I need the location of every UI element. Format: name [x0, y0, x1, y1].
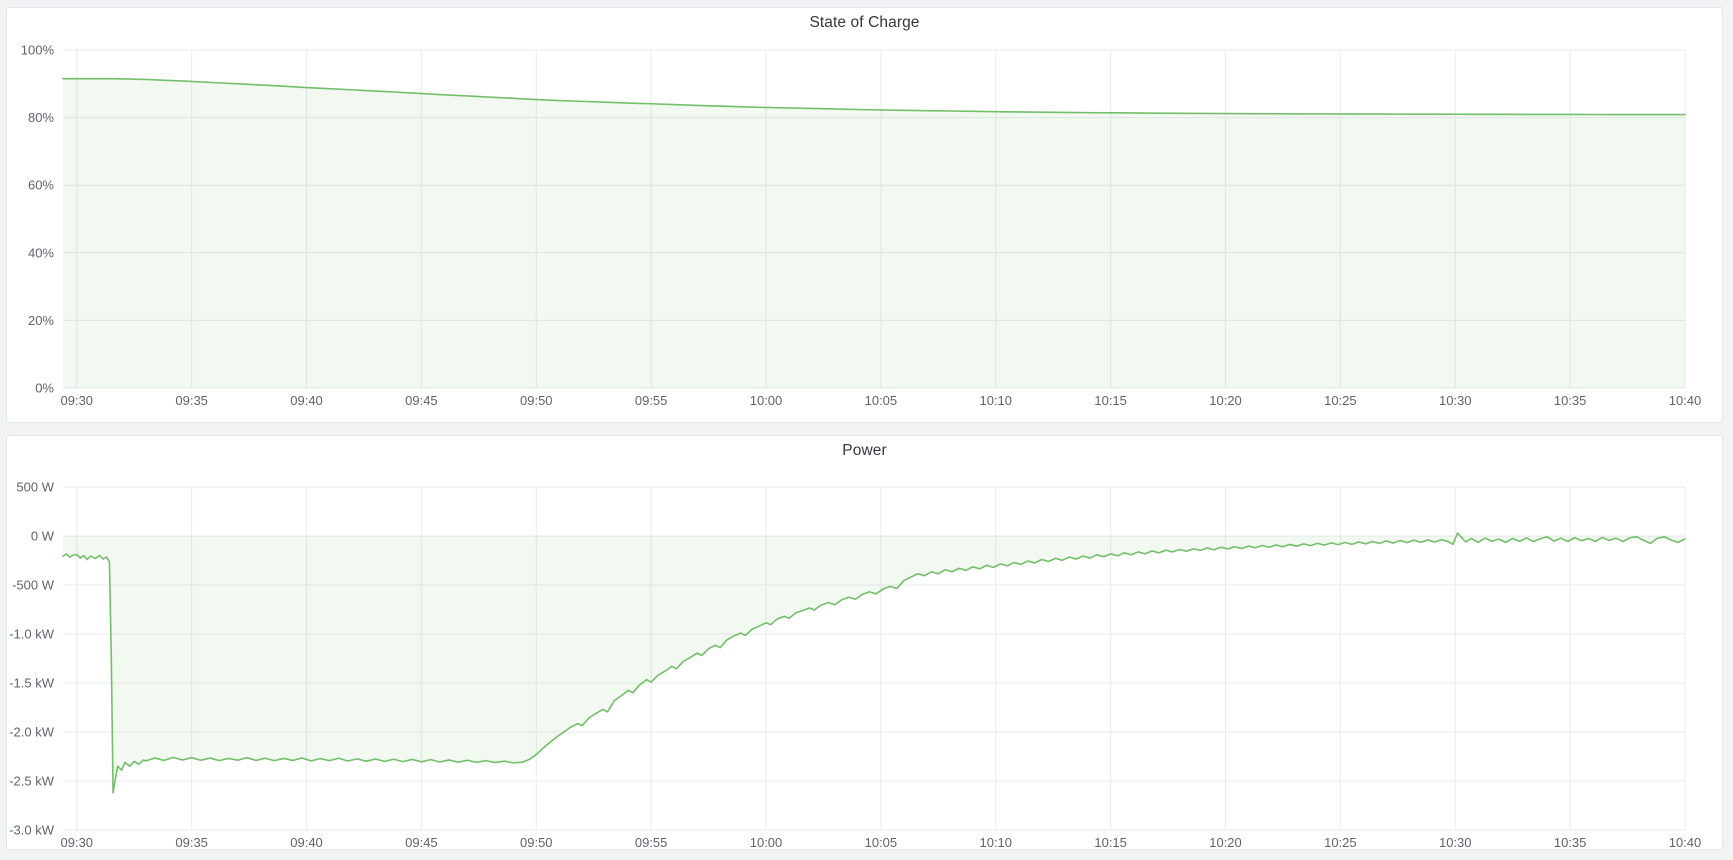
x-axis-tick-label: 10:20 [1209, 393, 1242, 408]
y-axis-tick-label: 40% [28, 245, 54, 260]
x-axis-tick-label: 10:25 [1324, 393, 1357, 408]
x-axis-tick-label: 09:50 [520, 393, 553, 408]
x-axis-tick-label: 09:40 [290, 835, 323, 849]
y-axis-tick-label: -2.0 kW [9, 725, 55, 740]
series-area-fill [63, 533, 1685, 793]
panel-state-of-charge: State of Charge 0% 20% 40% 60% 80% 100% 09:30 0… [6, 7, 1723, 423]
x-axis-tick-label: 09:50 [520, 835, 553, 849]
x-axis-tick-label: 10:05 [865, 835, 898, 849]
y-axis-tick-label: -500 W [12, 578, 55, 593]
x-axis-tick-label: 10:35 [1554, 835, 1587, 849]
y-axis-tick-label: -3.0 kW [9, 823, 55, 838]
x-axis-tick-label: 10:15 [1094, 835, 1127, 849]
x-axis-tick-label: 09:35 [175, 393, 208, 408]
y-axis-tick-label: 80% [28, 110, 54, 125]
x-axis-tick-label: 10:20 [1209, 835, 1242, 849]
panel-power: Power 500 W 0 W -500 W -1.0 kW -1.5 kW -2.0 k… [6, 435, 1723, 850]
x-axis-tick-label: 10:40 [1669, 393, 1702, 408]
x-axis-tick-label: 09:30 [61, 835, 94, 849]
x-axis-tick-label: 10:15 [1094, 393, 1127, 408]
x-axis-tick-label: 09:55 [635, 835, 668, 849]
x-axis-tick-label: 10:00 [750, 835, 783, 849]
x-axis-tick-label: 09:45 [405, 393, 438, 408]
y-axis-tick-label: 100% [21, 43, 55, 58]
y-axis-tick-label: 60% [28, 178, 54, 193]
x-axis-tick-label: 10:30 [1439, 835, 1472, 849]
series-area-fill [63, 78, 1685, 389]
series-line [62, 532, 1686, 794]
x-axis-tick-label: 10:35 [1554, 393, 1587, 408]
x-axis-tick-label: 10:25 [1324, 835, 1357, 849]
x-axis-tick-label: 09:55 [635, 393, 668, 408]
panel-header-state-of-charge[interactable]: State of Charge [7, 8, 1722, 38]
y-axis-tick-label: 20% [28, 313, 54, 328]
x-axis-tick-label: 09:45 [405, 835, 438, 849]
y-axis-tick-label: 0% [35, 381, 54, 396]
state-of-charge-chart[interactable]: 0% 20% 40% 60% 80% 100% 09:30 09:35 09:40 09:45 09… [7, 38, 1722, 422]
x-axis-tick-label: 09:40 [290, 393, 323, 408]
x-axis-tick-label: 10:10 [979, 393, 1012, 408]
panel-header-power[interactable]: Power [7, 436, 1722, 466]
panel-title: State of Charge [809, 14, 920, 31]
x-axis-tick-label: 10:30 [1439, 393, 1472, 408]
x-axis-tick-label: 10:40 [1669, 835, 1702, 849]
panel-title: Power [842, 442, 887, 459]
y-axis-tick-label: 0 W [31, 529, 55, 544]
power-chart[interactable]: 500 W 0 W -500 W -1.0 kW -1.5 kW -2.0 kW -2.5 … [7, 466, 1722, 850]
y-axis-tick-label: -1.0 kW [9, 627, 55, 642]
x-axis-tick-label: 10:10 [979, 835, 1012, 849]
x-axis-tick-label: 10:00 [750, 393, 783, 408]
x-axis-tick-label: 09:30 [61, 393, 94, 408]
series-line [62, 77, 1686, 116]
y-axis-tick-label: -1.5 kW [9, 676, 55, 691]
x-axis-tick-label: 09:35 [175, 835, 208, 849]
y-axis-tick-label: -2.5 kW [9, 774, 55, 789]
y-axis-tick-label: 500 W [16, 480, 54, 495]
x-axis-tick-label: 10:05 [865, 393, 898, 408]
